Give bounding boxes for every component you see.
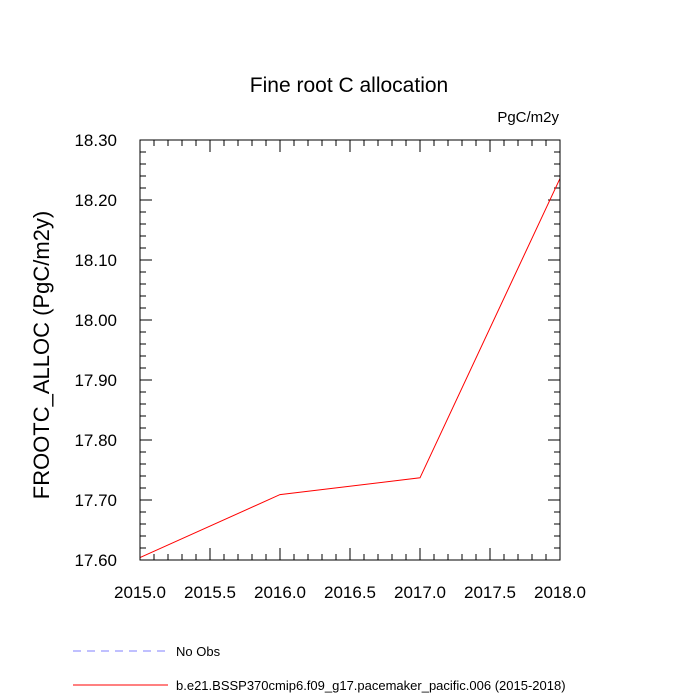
y-tick-label: 17.90 <box>74 371 117 390</box>
x-tick-label: 2018.0 <box>534 583 586 602</box>
legend-label-model-run: b.e21.BSSP370cmip6.f09_g17.pacemaker_pac… <box>176 678 566 693</box>
y-tick-label: 17.70 <box>74 491 117 510</box>
y-tick-label: 18.00 <box>74 311 117 330</box>
series-line <box>139 178 561 559</box>
ticks-layer <box>139 139 561 561</box>
y-tick-label: 18.20 <box>74 191 117 210</box>
x-tick-label: 2016.5 <box>324 583 376 602</box>
plot-frame <box>139 139 561 561</box>
legend: No Obs b.e21.BSSP370cmip6.f09_g17.pacema… <box>73 644 566 693</box>
y-tick-label: 17.80 <box>74 431 117 450</box>
x-tick-label: 2015.5 <box>184 583 236 602</box>
y-axis-label: FROOTC_ALLOC (PgC/m2y) <box>29 211 54 500</box>
x-tick-label: 2017.5 <box>464 583 516 602</box>
y-tick-label: 17.60 <box>74 551 117 570</box>
tick-labels-layer: 2015.0 2015.5 2016.0 2016.5 2017.0 2017.5 2018… <box>74 131 586 602</box>
units-label: PgC/m2y <box>497 109 559 126</box>
series-layer <box>139 178 561 559</box>
y-tick-label: 18.10 <box>74 251 117 270</box>
legend-label-no-obs: No Obs <box>176 644 221 659</box>
x-tick-label: 2017.0 <box>394 583 446 602</box>
chart-title: Fine root C allocation <box>250 74 448 97</box>
y-tick-label: 18.30 <box>74 131 117 150</box>
x-tick-label: 2015.0 <box>114 583 166 602</box>
x-tick-label: 2016.0 <box>254 583 306 602</box>
